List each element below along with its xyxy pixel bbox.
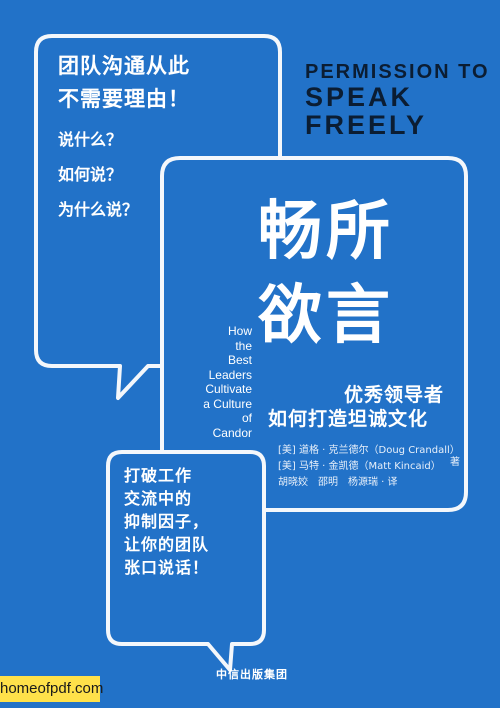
bubble3-line-1: 打破工作 [124, 466, 193, 485]
chinese-title-line-1: 畅所 [258, 195, 394, 269]
author-1: [美] 道格 · 克兰德尔（Doug Crandall） [278, 445, 460, 456]
chinese-subtitle-line-2: 如何打造坦诚文化 [268, 408, 429, 430]
bubble3-line-3: 抑制因子， [124, 512, 210, 531]
english-subtitle-line: How [227, 324, 252, 338]
english-subtitle: How the Best Leaders Cultivate a Culture… [166, 324, 252, 440]
english-subtitle-line: Best [227, 353, 252, 367]
bubble1-question-2: 如何说？ [58, 165, 123, 184]
bubble3-line-5: 张口说话！ [124, 558, 210, 577]
bubble1-line-1: 团队沟通从此 [58, 54, 190, 78]
english-title-line-1: PERMISSION TO [305, 61, 490, 83]
speech-bubble-1 [34, 34, 282, 400]
bubble3-line-2: 交流中的 [124, 489, 193, 508]
speech-bubble-3 [106, 450, 266, 672]
author-2: [美] 马特 · 金凯德（Matt Kincaid） [278, 461, 441, 472]
english-title-line-3: FREELY [305, 110, 428, 141]
english-subtitle-line: the [235, 338, 252, 353]
english-subtitle-line: Leaders [208, 367, 252, 382]
english-title-line-2: SPEAK [305, 82, 414, 112]
bubble1-question-3: 为什么说？ [58, 200, 139, 219]
bubble3-line-4: 让你的团队 [124, 535, 210, 554]
publisher-name: 中信出版集团 [216, 668, 288, 681]
translators: 胡晓姣 邵明 杨源瑞 · 译 [278, 477, 398, 488]
english-subtitle-line: a Culture [203, 396, 252, 411]
chinese-subtitle-line-1: 优秀领导者 [344, 384, 445, 406]
author-role: 著 [450, 457, 460, 468]
english-subtitle-line: Candor [212, 425, 252, 440]
watermark-badge: homeofpdf.com [0, 676, 103, 702]
bubble1-question-1: 说什么？ [58, 130, 123, 149]
bubble1-line-2: 不需要理由！ [58, 87, 190, 111]
english-subtitle-line: Cultivate [205, 382, 252, 396]
chinese-title-line-2: 欲言 [258, 279, 394, 353]
english-subtitle-line: of [241, 411, 252, 425]
english-title: PERMISSION TO SPEAK FREELY [305, 62, 490, 140]
